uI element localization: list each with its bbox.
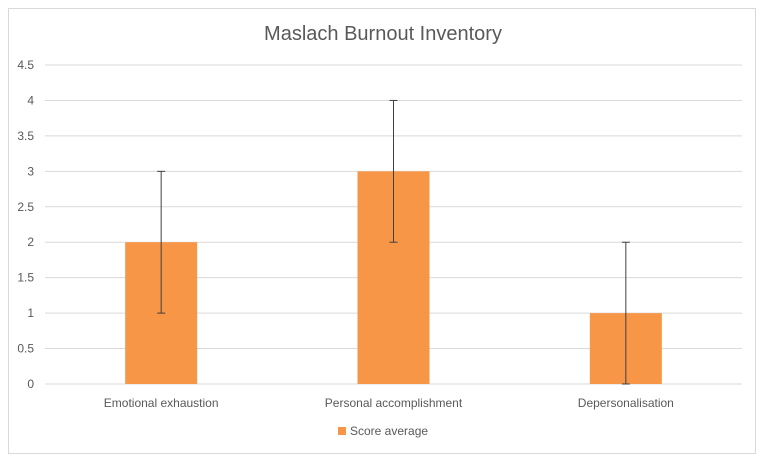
y-tick-label: 2 <box>27 235 34 249</box>
y-tick-label: 3.5 <box>17 129 34 143</box>
y-tick-label: 1 <box>27 306 34 320</box>
legend: Score average <box>338 424 428 438</box>
legend-swatch <box>338 427 346 435</box>
y-tick-label: 1.5 <box>17 271 34 285</box>
y-tick-label: 2.5 <box>17 200 34 214</box>
error-bars <box>157 99 630 385</box>
x-tick-label: Depersonalisation <box>578 396 674 410</box>
y-tick-label: 4.5 <box>17 58 34 72</box>
y-tick-label: 4 <box>27 93 34 107</box>
legend-label: Score average <box>350 424 428 438</box>
x-axis-labels: Emotional exhaustion Personal accomplishm… <box>104 396 674 410</box>
y-tick-label: 3 <box>27 164 34 178</box>
x-tick-label: Emotional exhaustion <box>104 396 219 410</box>
y-tick-label: 0 <box>27 377 34 391</box>
y-axis-ticks: 0 0.5 1 1.5 2 2.5 3 3.5 4 4.5 <box>17 58 34 391</box>
x-tick-label: Personal accomplishment <box>325 396 463 410</box>
chart-title: Maslach Burnout Inventory <box>264 23 502 45</box>
y-tick-label: 0.5 <box>17 342 34 356</box>
